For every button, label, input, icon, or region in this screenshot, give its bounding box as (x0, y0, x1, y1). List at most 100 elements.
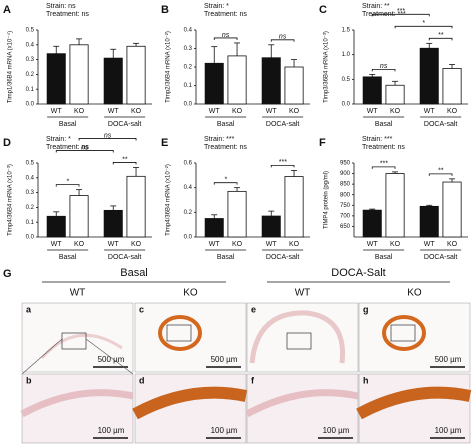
y-axis-label: Timp2/36B4 mRNA (x10⁻²) (166, 31, 172, 103)
subpanel-letter: h (363, 375, 369, 385)
y-axis-label: Timp3/36B4 mRNA (x10⁻³) (324, 31, 330, 103)
significance-label: ns (81, 144, 89, 151)
x-tick-label: WT (51, 241, 63, 248)
group-label: Basal (375, 254, 393, 261)
x-tick-label: KO (390, 241, 401, 248)
x-tick-label: KO (74, 108, 85, 115)
bar (284, 176, 304, 238)
x-tick-label: KO (447, 108, 458, 115)
inset-box (61, 332, 87, 350)
bar (442, 68, 462, 105)
y-tick-label: 0.4 (184, 185, 193, 191)
panel-letter: E (161, 137, 168, 149)
significance-bracket (371, 13, 430, 17)
significance-bracket (78, 138, 137, 141)
x-tick-label: WT (51, 108, 63, 115)
group-label: Basal (59, 254, 77, 261)
vessel (249, 310, 346, 364)
y-tick-label: 700 (340, 213, 351, 219)
y-tick-label: 0.0 (342, 102, 351, 108)
x-tick-label: KO (74, 241, 85, 248)
bar (227, 55, 247, 105)
scale-label: 500 µm (435, 355, 462, 364)
y-tick-label: 0.0 (184, 102, 193, 108)
bar (261, 215, 281, 238)
x-tick-label: WT (266, 241, 278, 248)
subpanel-letter: a (26, 304, 32, 314)
column-label: WT (295, 288, 311, 299)
bar (69, 44, 89, 105)
bar (385, 173, 405, 238)
significance-bracket (394, 25, 453, 29)
group-label: Basal (217, 121, 235, 128)
bar (126, 45, 146, 105)
y-tick-label: 0.2 (184, 210, 193, 216)
x-tick-label: KO (232, 108, 243, 115)
group-label: Basal (120, 267, 148, 279)
y-tick-label: 1.5 (342, 28, 351, 34)
significance-bracket (428, 37, 453, 41)
y-tick-label: 0.5 (342, 77, 351, 83)
column-label: WT (70, 288, 86, 299)
column-label: KO (183, 288, 198, 299)
x-tick-label: WT (367, 241, 379, 248)
x-tick-label: KO (131, 241, 142, 248)
x-tick-label: KO (131, 108, 142, 115)
significance-label: *** (279, 159, 287, 166)
vessel (40, 333, 123, 359)
bar (103, 57, 123, 105)
x-tick-label: WT (424, 241, 436, 248)
panel-letter: G (3, 268, 12, 280)
significance-bracket (270, 165, 295, 168)
y-tick-label: 0.2 (26, 205, 35, 211)
significance-label: *** (397, 8, 405, 15)
y-tick-label: 0.4 (26, 42, 35, 48)
group-label: DOCA-salt (266, 121, 300, 128)
subpanel-letter: c (139, 304, 144, 314)
y-tick-label: 0.0 (26, 102, 35, 108)
y-tick-label: 0.5 (26, 28, 35, 34)
x-tick-label: KO (232, 241, 243, 248)
significance-bracket (371, 166, 396, 169)
significance-label: * (66, 178, 69, 185)
y-tick-label: 0.4 (26, 175, 35, 181)
bar (46, 215, 66, 238)
stat-text: Treatment: ns (46, 144, 89, 151)
subpanel-letter: f (251, 375, 255, 385)
y-tick-label: 0.3 (26, 190, 35, 196)
significance-label: ** (438, 168, 444, 175)
stat-text: Treatment: ns (362, 144, 405, 151)
subpanel-letter: d (139, 375, 145, 385)
panel-letter: A (3, 4, 11, 16)
inset-box (286, 332, 312, 350)
y-tick-label: 0.1 (26, 220, 35, 226)
significance-bracket (55, 150, 114, 153)
significance-bracket (213, 37, 238, 40)
x-tick-label: KO (289, 108, 300, 115)
group-label: Basal (59, 121, 77, 128)
micrograph (358, 302, 471, 373)
vessel-wall (356, 386, 472, 420)
y-tick-label: 0.5 (26, 161, 35, 167)
subpanel-letter: e (251, 304, 256, 314)
panel-letter: C (319, 4, 327, 16)
y-axis-label: TIMP4 protein (pg/ml) (324, 171, 330, 229)
x-tick-label: WT (108, 241, 120, 248)
bar (362, 209, 382, 238)
x-tick-label: WT (266, 108, 278, 115)
bar (385, 84, 405, 105)
stat-text: Strain: *** (362, 136, 393, 143)
y-tick-label: 650 (340, 224, 351, 230)
significance-label: ns (222, 32, 230, 39)
y-tick-label: 0.0 (184, 235, 193, 241)
vessel (158, 315, 202, 351)
subpanel-letter: b (26, 375, 32, 385)
stat-text: Strain: * (204, 3, 229, 10)
scale-label: 100 µm (323, 426, 350, 435)
panel-letter: D (3, 137, 11, 149)
y-tick-label: 0.1 (184, 83, 193, 89)
vessel-wall (132, 386, 248, 420)
y-tick-label: 0.1 (26, 87, 35, 93)
y-tick-label: 900 (340, 171, 351, 177)
